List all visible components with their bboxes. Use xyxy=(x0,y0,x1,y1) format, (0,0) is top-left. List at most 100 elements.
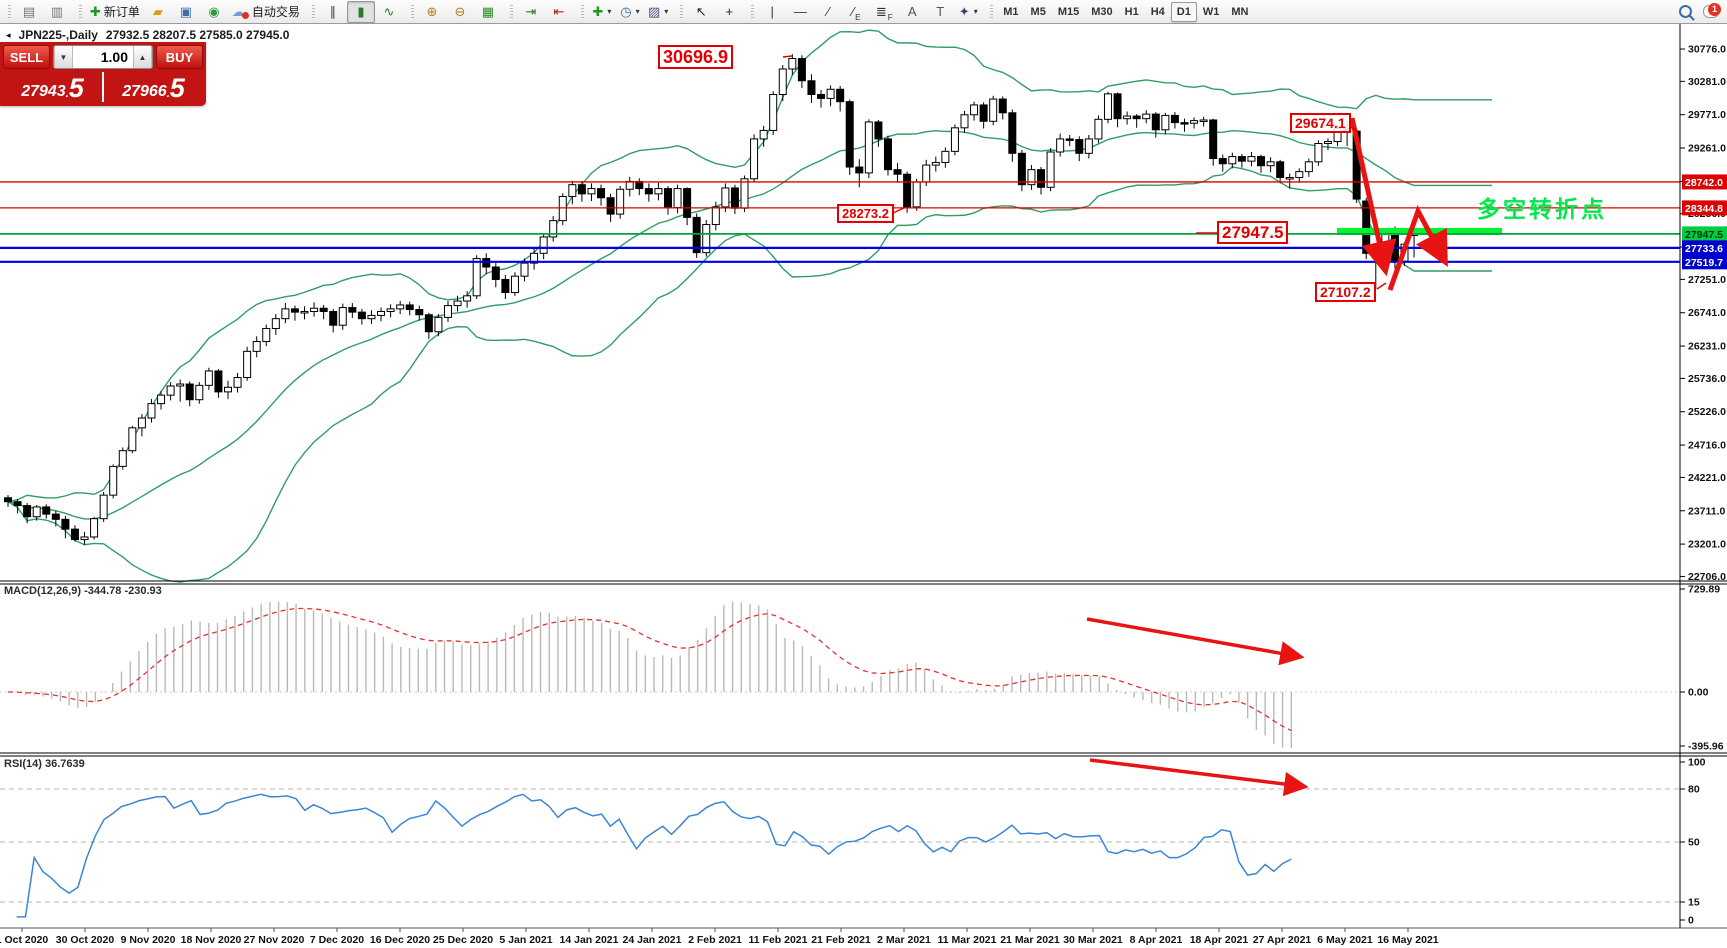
sell-price[interactable]: 27943 . 5 xyxy=(3,72,104,102)
svg-text:2 Feb 2021: 2 Feb 2021 xyxy=(688,934,742,946)
svg-text:27519.7: 27519.7 xyxy=(1685,257,1723,269)
buy-price[interactable]: 27966 . 5 xyxy=(122,73,185,103)
macd-histogram xyxy=(16,601,1293,748)
new-order-button[interactable]: ✚ 新订单 xyxy=(86,1,144,23)
cursor-button[interactable]: ↖ xyxy=(687,1,715,23)
timeframe-m5-button[interactable]: M5 xyxy=(1030,5,1046,18)
market-watch-button[interactable]: ▣ xyxy=(172,1,200,23)
svg-text:27 Nov 2020: 27 Nov 2020 xyxy=(244,934,305,946)
volume-increase-button[interactable]: ▲ xyxy=(133,46,152,68)
svg-text:16 May 2021: 16 May 2021 xyxy=(1377,934,1438,946)
horizontal-line-button[interactable]: — xyxy=(786,1,814,23)
fibonacci-sub: F xyxy=(887,12,893,22)
templates-button[interactable]: ▨ ▾ xyxy=(644,1,672,23)
timeframe-w1-button[interactable]: W1 xyxy=(1202,5,1220,18)
svg-text:5 Jan 2021: 5 Jan 2021 xyxy=(499,934,552,946)
macd-signal-line xyxy=(7,607,1292,732)
timeframe-m15-button[interactable]: M15 xyxy=(1057,5,1080,18)
candlestick-chart-icon: ▮ xyxy=(357,3,365,19)
add-indicator-dropdown-icon[interactable]: ▾ xyxy=(607,7,612,16)
periods-icon: ◷ xyxy=(620,3,632,19)
search-button[interactable] xyxy=(1671,1,1699,23)
svg-text:0: 0 xyxy=(1688,915,1694,927)
svg-text:24 Jan 2021: 24 Jan 2021 xyxy=(623,934,682,946)
line-chart-icon: ∿ xyxy=(383,3,395,19)
bar-chart-icon: ∥ xyxy=(329,3,337,19)
line-chart-button[interactable]: ∿ xyxy=(375,1,403,23)
equidistant-channel-sub: E xyxy=(855,12,861,22)
svg-text:28742.0: 28742.0 xyxy=(1685,177,1723,189)
buy-button[interactable]: BUY xyxy=(156,45,203,69)
price-annotation-28273.2: 28273.2 xyxy=(837,204,894,223)
svg-text:30776.0: 30776.0 xyxy=(1688,44,1726,56)
bollinger-bands xyxy=(7,29,1492,583)
svg-text:30 Mar 2021: 30 Mar 2021 xyxy=(1063,934,1123,946)
zoom-out-icon: ⊖ xyxy=(454,3,466,19)
auto-scroll-button[interactable]: ⇥ xyxy=(517,1,545,23)
periods-button[interactable]: ◷ ▾ xyxy=(616,1,644,23)
bar-chart-button[interactable]: ∥ xyxy=(319,1,347,23)
auto-trading-icon: ☁ xyxy=(231,3,245,19)
svg-text:24716.0: 24716.0 xyxy=(1688,440,1726,452)
svg-text:30281.0: 30281.0 xyxy=(1688,76,1726,88)
timeframe-m1-button[interactable]: M1 xyxy=(1003,5,1019,18)
timeframe-m30-button[interactable]: M30 xyxy=(1091,5,1113,18)
zoom-in-button[interactable]: ⊕ xyxy=(418,1,446,23)
toolbar-group: ↖ + xyxy=(676,1,747,23)
equidistant-channel-button[interactable]: ⁄ E xyxy=(842,1,870,23)
tile-windows-button[interactable]: ▦ xyxy=(474,1,502,23)
label-connector xyxy=(782,55,793,58)
vertical-line-button[interactable]: | xyxy=(758,1,786,23)
add-indicator-button[interactable]: ✚ ▾ xyxy=(588,1,616,23)
trend-zigzag-arrow[interactable] xyxy=(1349,117,1448,291)
trendline-button[interactable]: ⁄ xyxy=(814,1,842,23)
svg-text:27251.0: 27251.0 xyxy=(1688,274,1726,286)
volume-decrease-button[interactable]: ▼ xyxy=(54,46,73,68)
text-icon: A xyxy=(907,4,917,19)
fibonacci-button[interactable]: ≣ F xyxy=(870,1,898,23)
rsi-trend-arrow[interactable] xyxy=(1089,758,1309,797)
templates-icon: ▨ xyxy=(647,3,661,19)
arrows-dropdown-icon[interactable]: ▾ xyxy=(973,7,978,16)
auto-trading-button[interactable]: ☁ 自动交易 xyxy=(228,1,304,23)
macd-indicator-label: MACD(12,26,9) -344.78 -230.93 xyxy=(4,585,162,597)
rsi-indicator-label: RSI(14) 36.7639 xyxy=(4,758,85,770)
timeframe-h4-button[interactable]: H4 xyxy=(1150,5,1165,18)
svg-text:729.89: 729.89 xyxy=(1688,584,1720,596)
sell-button[interactable]: SELL xyxy=(3,45,50,69)
zoom-out-button[interactable]: ⊖ xyxy=(446,1,474,23)
timeframe-d1-button[interactable]: D1 xyxy=(1170,1,1197,22)
crosshair-icon: + xyxy=(725,4,734,19)
macd-trend-arrow[interactable] xyxy=(1086,617,1305,666)
toolbar-group: | — ⁄ ⁄ E ≣ F A T ✦ ▾ xyxy=(747,1,986,23)
templates-dropdown-icon[interactable]: ▾ xyxy=(664,7,669,16)
chart-shift-button[interactable]: ⇤ xyxy=(545,1,573,23)
horizontal-line-icon: — xyxy=(793,4,807,19)
svg-text:30 Oct 2020: 30 Oct 2020 xyxy=(56,934,115,946)
toolbar-group: ✚ ▾ ◷ ▾ ▨ ▾ xyxy=(577,1,676,23)
volume-value[interactable]: 1.00 xyxy=(100,49,128,65)
chart-shift-icon: ⇤ xyxy=(553,3,565,19)
quotes-icon: ▰ xyxy=(152,3,163,19)
text-label-button[interactable]: T xyxy=(926,1,954,23)
profiles-button[interactable]: ▥ xyxy=(43,1,71,23)
search-icon xyxy=(1678,5,1692,18)
candlestick-chart-button[interactable]: ▮ xyxy=(346,0,375,23)
price-axis: 30776.030281.029771.029261.028751.028256… xyxy=(1680,44,1726,583)
signals-button[interactable]: ◉ xyxy=(200,1,228,23)
new-order-icon: ✚ xyxy=(90,3,101,19)
timeframe-mn-button[interactable]: MN xyxy=(1231,5,1249,18)
quotes-button[interactable]: ▰ xyxy=(144,1,172,23)
timeframe-h1-button[interactable]: H1 xyxy=(1124,5,1139,18)
notifications-button[interactable]: 1 xyxy=(1699,2,1723,22)
arrows-button[interactable]: ✦ ▾ xyxy=(954,1,982,23)
volume-spinner[interactable]: ▼ 1.00 ▲ xyxy=(53,45,153,69)
toolbar-group: ⇥ ⇤ xyxy=(506,1,577,23)
svg-text:7 Dec 2020: 7 Dec 2020 xyxy=(310,934,364,946)
crosshair-button[interactable]: + xyxy=(715,1,743,23)
text-button[interactable]: A xyxy=(898,1,926,23)
svg-text:16 Dec 2020: 16 Dec 2020 xyxy=(370,934,430,946)
periods-dropdown-icon[interactable]: ▾ xyxy=(635,7,640,16)
new-chart-button[interactable]: ▤ xyxy=(15,1,43,23)
